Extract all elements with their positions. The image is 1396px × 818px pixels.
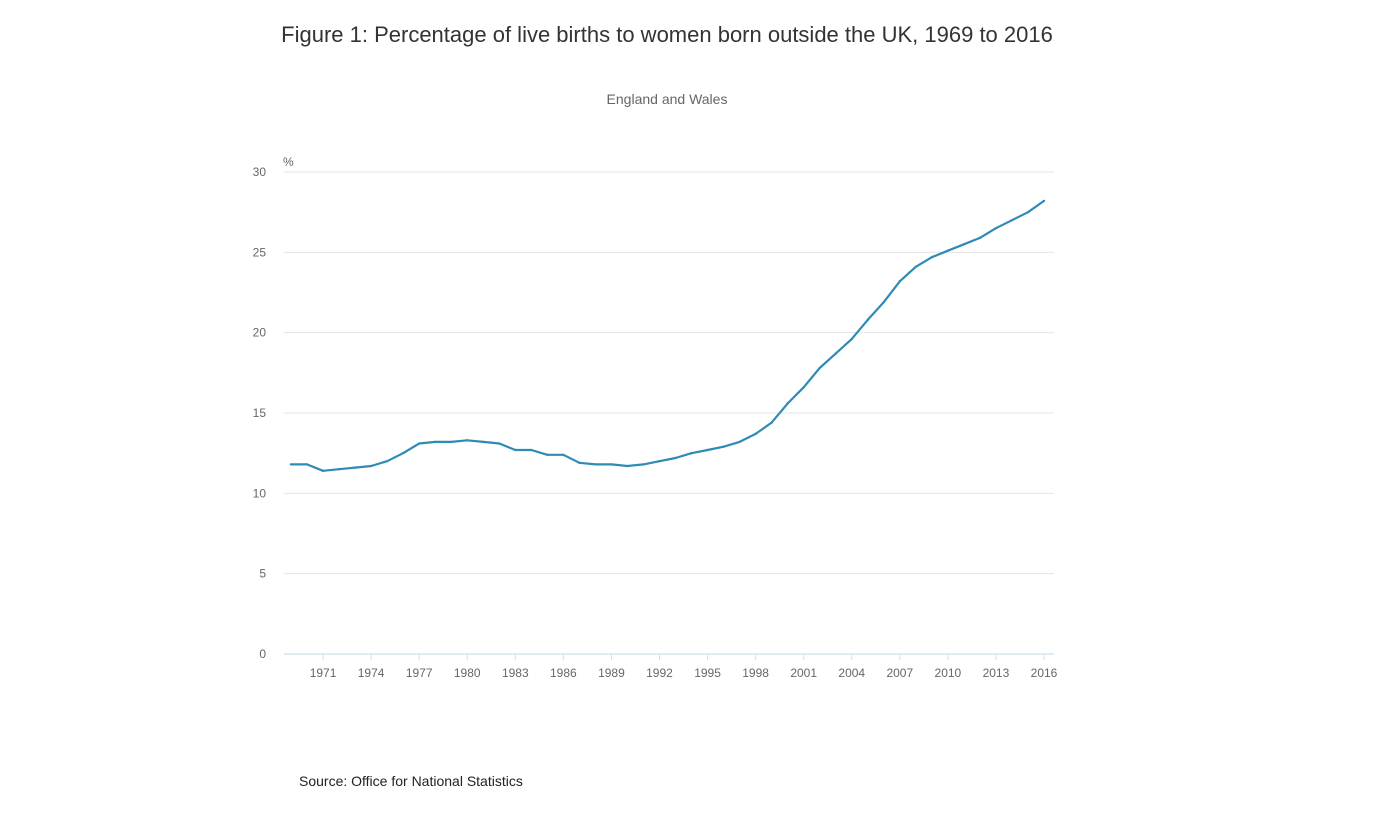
- y-tick-label: 0: [259, 647, 266, 661]
- data-point: [1010, 219, 1014, 222]
- data-point: [289, 463, 293, 466]
- y-tick-label: 10: [253, 486, 267, 500]
- data-point: [1026, 210, 1030, 214]
- data-point: [562, 453, 565, 456]
- x-axis: 1971 1974 1977 1980 1983 1986 1989 1992 1995 1998…: [284, 653, 1058, 680]
- data-point: [994, 227, 998, 230]
- data-point: [978, 236, 982, 240]
- data-point: [321, 469, 325, 473]
- x-tick-label: 2007: [886, 666, 913, 680]
- data-point: [546, 453, 549, 456]
- data-point: [882, 300, 885, 304]
- data-point: [626, 464, 629, 468]
- data-point: [786, 402, 789, 405]
- data-point: [674, 456, 677, 460]
- gridlines: [284, 171, 1054, 575]
- x-tick-label: 1989: [598, 666, 625, 680]
- data-point: [898, 280, 902, 283]
- data-point: [433, 440, 437, 444]
- data-point: [962, 243, 966, 246]
- x-tick-label: 1995: [694, 666, 721, 680]
- data-point: [514, 448, 517, 452]
- data-point: [417, 442, 421, 445]
- x-tick-label: 2004: [838, 666, 865, 680]
- data-point: [369, 464, 373, 468]
- data-point: [450, 440, 453, 444]
- x-tick-label: 1986: [550, 666, 577, 680]
- x-tick-label: 2010: [935, 666, 962, 680]
- x-tick-label: 2013: [983, 666, 1010, 680]
- data-point: [914, 265, 918, 268]
- y-tick-label: 5: [259, 567, 266, 581]
- y-tick-label: 15: [253, 406, 267, 420]
- data-point: [578, 461, 581, 465]
- data-point: [353, 466, 357, 469]
- x-tick-label: 1971: [310, 666, 337, 680]
- data-point: [385, 460, 389, 463]
- x-tick-label: 2016: [1031, 666, 1058, 680]
- x-tick-label: 1983: [502, 666, 529, 680]
- data-point: [770, 421, 773, 424]
- data-point: [466, 439, 469, 442]
- data-point: [834, 352, 837, 355]
- data-point: [498, 442, 501, 445]
- data-point: [1042, 199, 1046, 203]
- x-tick-label: 1980: [454, 666, 481, 680]
- x-tick-label: 1998: [742, 666, 769, 680]
- source-note: Source: Office for National Statistics: [299, 773, 523, 789]
- x-tick-label: 1977: [406, 666, 433, 680]
- data-point: [802, 386, 805, 389]
- chart-title: Figure 1: Percentage of live births to w…: [281, 22, 1053, 47]
- x-tick-label: 1974: [358, 666, 385, 680]
- data-point: [305, 463, 309, 466]
- y-axis: 0 5 10 15 20 25 30: [253, 165, 267, 661]
- data-point: [850, 337, 853, 341]
- series-group: [289, 199, 1046, 473]
- series-line: [291, 200, 1045, 472]
- data-point: [530, 448, 533, 452]
- y-tick-label: 20: [253, 326, 267, 340]
- x-tick-label: 1992: [646, 666, 673, 680]
- data-point: [930, 255, 934, 259]
- data-point: [754, 432, 757, 436]
- data-point: [658, 460, 661, 463]
- data-point: [738, 440, 741, 444]
- data-point: [706, 448, 709, 452]
- data-point: [337, 468, 341, 471]
- y-tick-label: 25: [253, 245, 267, 259]
- data-point: [818, 366, 821, 370]
- data-point: [401, 451, 405, 455]
- data-point: [610, 463, 613, 466]
- chart-subtitle: England and Wales: [606, 91, 728, 107]
- data-point: [690, 451, 693, 455]
- data-point: [642, 463, 645, 466]
- data-point: [594, 463, 597, 466]
- data-point: [722, 445, 725, 448]
- data-point: [946, 249, 950, 252]
- x-tick-label: 2001: [790, 666, 817, 680]
- y-axis-unit-label: %: [283, 155, 294, 169]
- y-tick-label: 30: [253, 165, 267, 179]
- data-point: [482, 440, 485, 444]
- data-point: [866, 318, 869, 322]
